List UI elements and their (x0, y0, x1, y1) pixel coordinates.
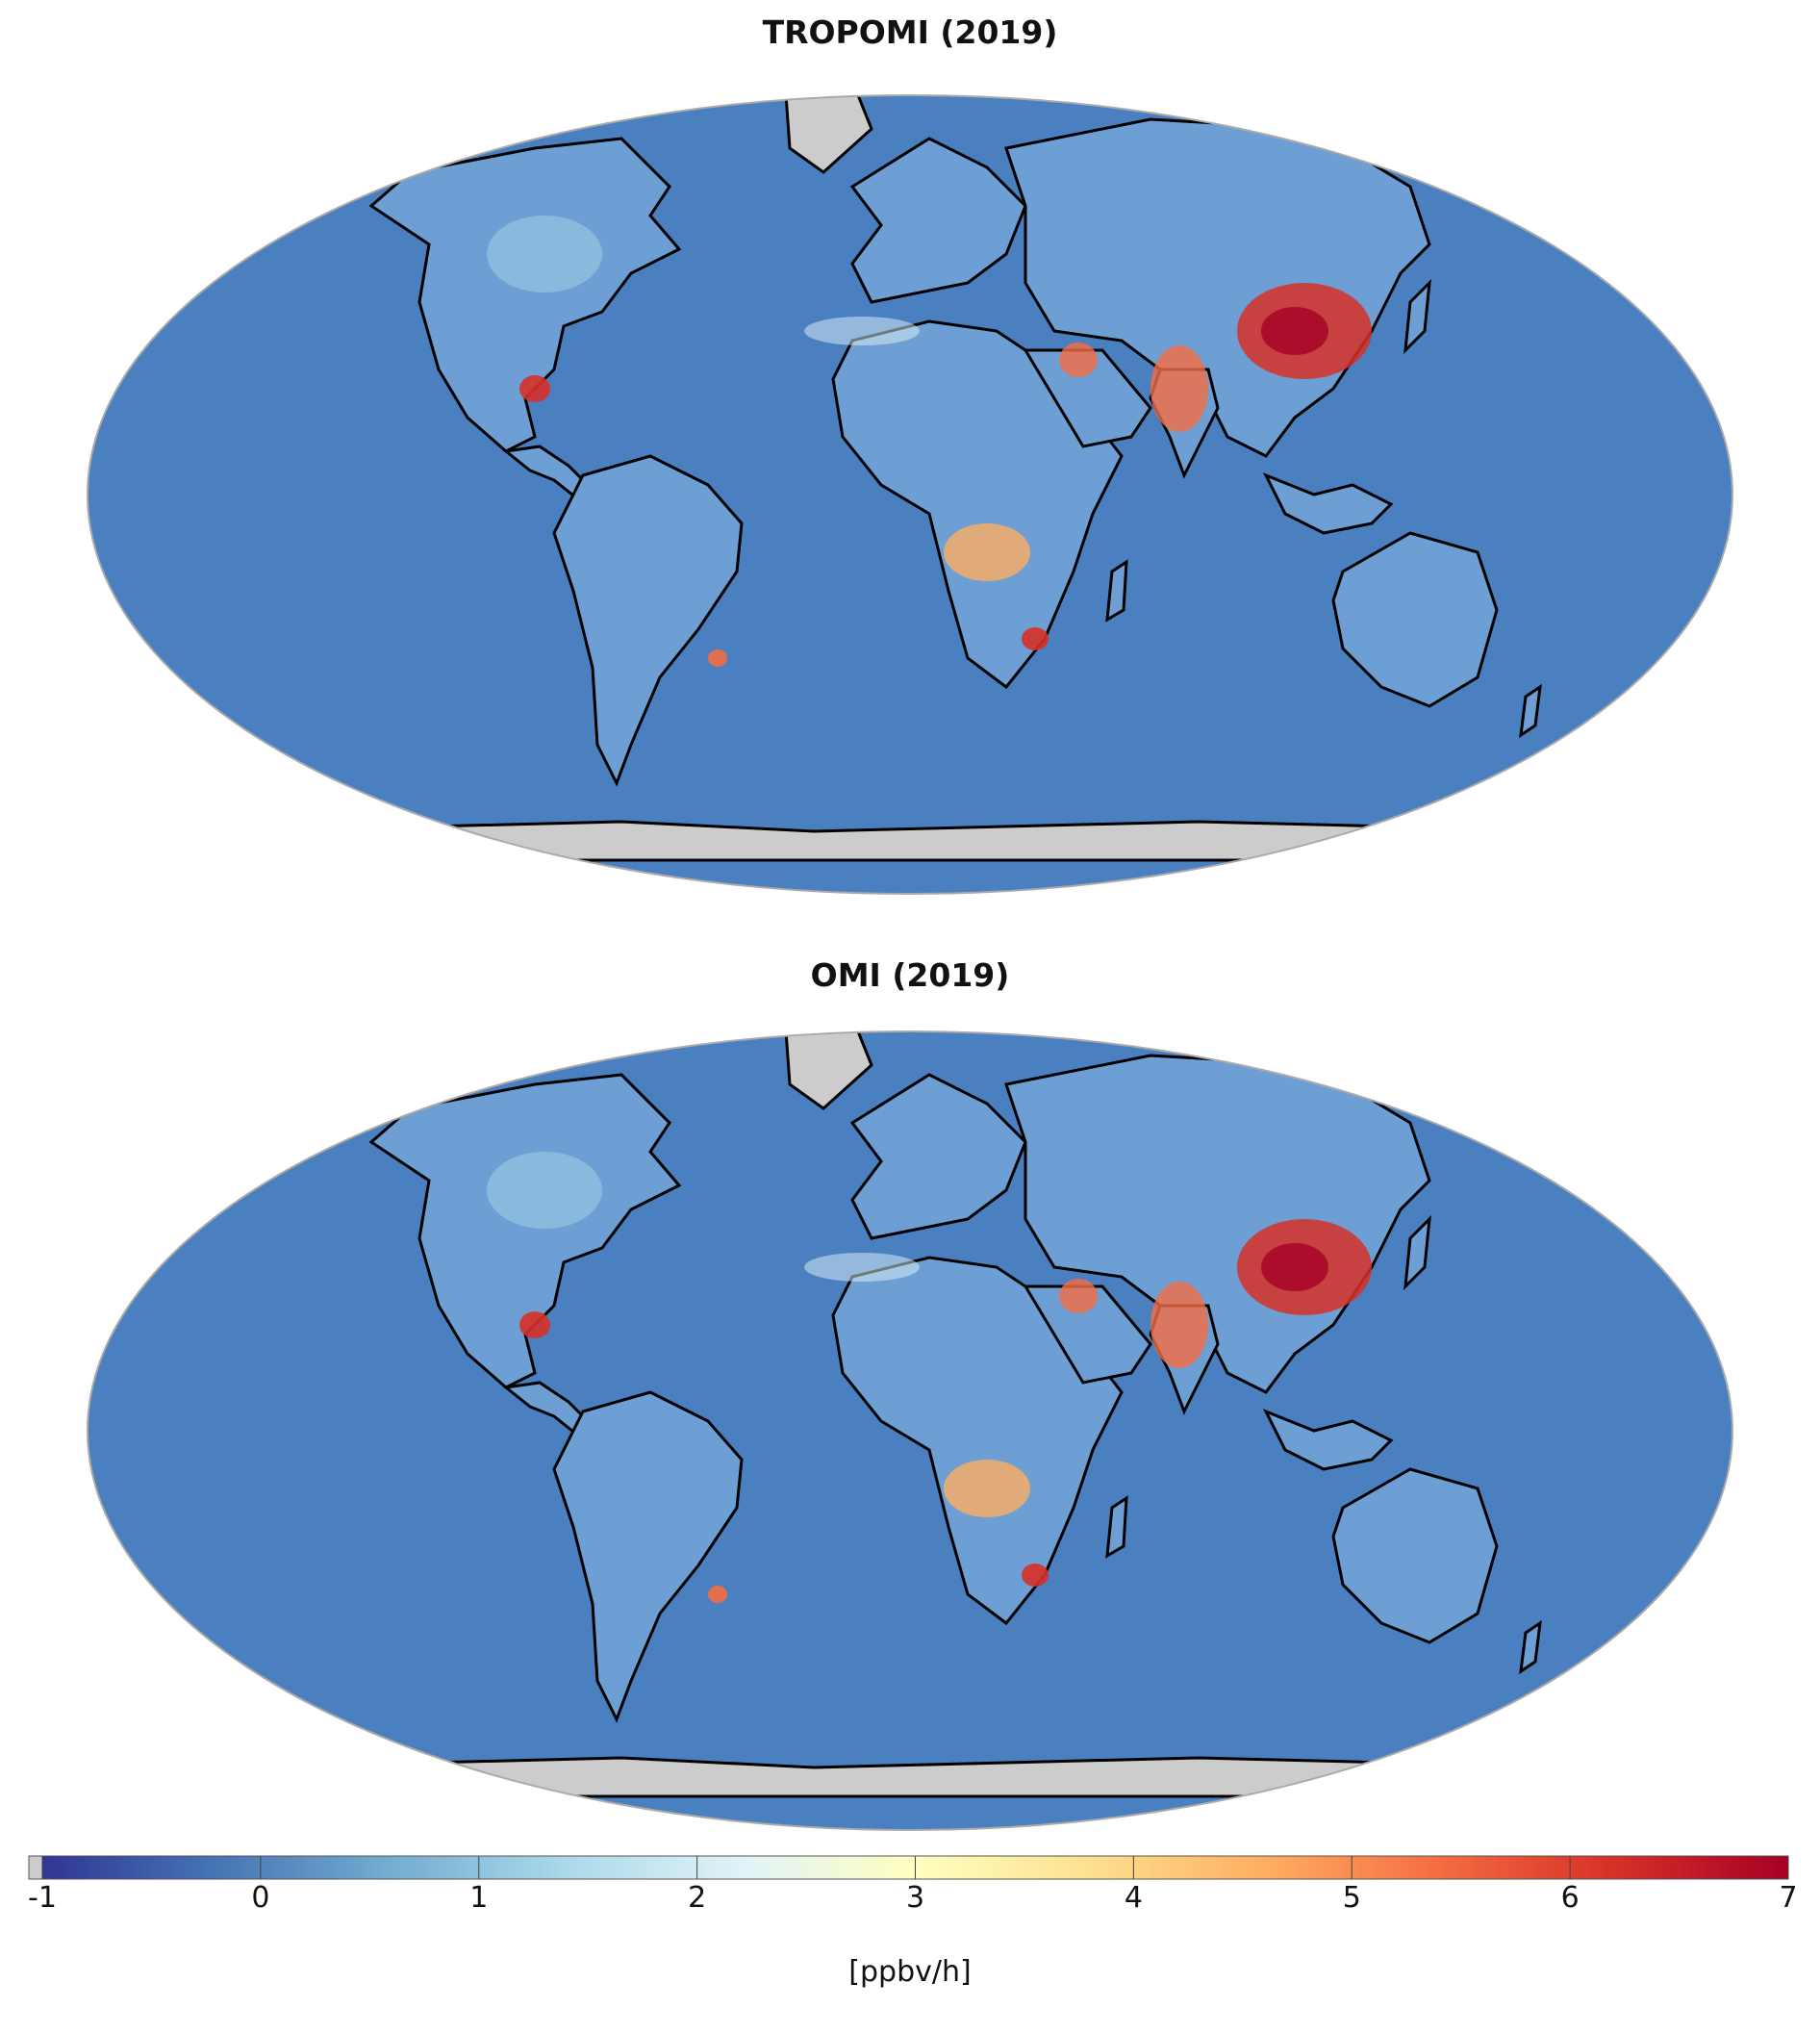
colorbar-tick-marks (41, 1856, 1789, 1879)
map-title-omi: OMI (2019) (810, 956, 1010, 994)
colorbar-tick-label: 7 (1779, 1881, 1798, 1915)
colorbar-tick-label: 0 (251, 1881, 270, 1915)
colorbar-tick-label: -1 (28, 1881, 57, 1915)
map-title-tropomi: TROPOMI (2019) (762, 13, 1058, 51)
map-omi (87, 1030, 1733, 1831)
map-tropomi (87, 94, 1733, 895)
colorbar-nodata-swatch (28, 1855, 43, 1880)
colorbar-unit-label: [ppbv/h] (848, 1955, 972, 1989)
colorbar-tick-label: 4 (1124, 1881, 1143, 1915)
colorbar-tick-label: 3 (905, 1881, 925, 1915)
colorbar (28, 1855, 1789, 1880)
colorbar-tick-label: 5 (1342, 1881, 1361, 1915)
colorbar-tick-label: 2 (688, 1881, 707, 1915)
colorbar-tick-label: 1 (469, 1881, 489, 1915)
colorbar-tick-label: 6 (1560, 1881, 1580, 1915)
